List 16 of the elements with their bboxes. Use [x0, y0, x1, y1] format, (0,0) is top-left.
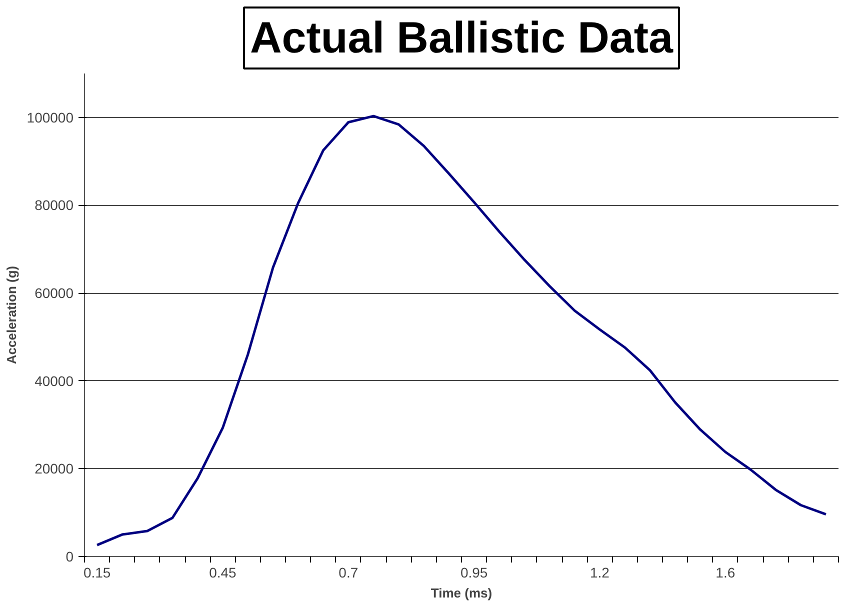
- chart-title: Actual Ballistic Data: [250, 14, 674, 62]
- y-tick-label: 80000: [34, 197, 74, 214]
- x-tick-label: 0.95: [460, 564, 488, 580]
- y-tick-label: 20000: [34, 460, 74, 477]
- x-tick-label: 1.2: [590, 564, 610, 580]
- x-tick-label: 1.6: [716, 564, 736, 580]
- y-tick-label: 40000: [34, 372, 74, 389]
- y-axis-title: Acceleration (g): [4, 266, 19, 364]
- x-axis-title: Time (ms): [430, 586, 492, 600]
- y-tick-label: 0: [66, 548, 74, 564]
- y-tick-label: 100000: [26, 109, 74, 126]
- x-tick-label: 0.15: [83, 564, 111, 580]
- x-tick-label: 0.7: [338, 564, 358, 580]
- x-tick-label: 0.45: [209, 564, 237, 580]
- line-series: [96, 114, 828, 546]
- y-tick-label: 60000: [34, 285, 74, 302]
